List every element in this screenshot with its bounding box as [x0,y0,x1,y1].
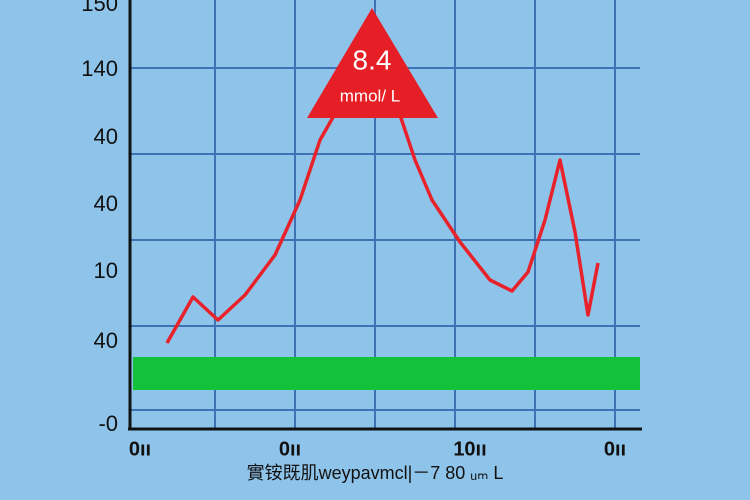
y-label: -0 [98,411,118,436]
peak-value: 8.4 [353,44,392,75]
target-band [133,357,640,390]
x-label: 10ıı [453,438,486,460]
caption: 實铵既肌weypavmcl|－7 80 ᵤₘ L [247,463,504,483]
y-label: 150 [81,0,118,16]
y-label: 140 [81,56,118,81]
peak-marker [307,8,438,118]
y-labels: 150 140 40 40 10 40 -0 [81,0,118,436]
y-label: 40 [94,124,118,149]
x-label: 0ıı [604,438,626,460]
peak-unit: mmol/ L [340,86,400,105]
y-label: 40 [94,191,118,216]
x-labels: 0ıı 0ıı 10ıı 0ıı [129,438,626,460]
x-label: 0ıı [129,438,151,460]
glucose-line [165,103,600,344]
x-label: 0ıı [279,438,301,460]
y-label: 40 [94,328,118,353]
y-label: 10 [94,258,118,283]
